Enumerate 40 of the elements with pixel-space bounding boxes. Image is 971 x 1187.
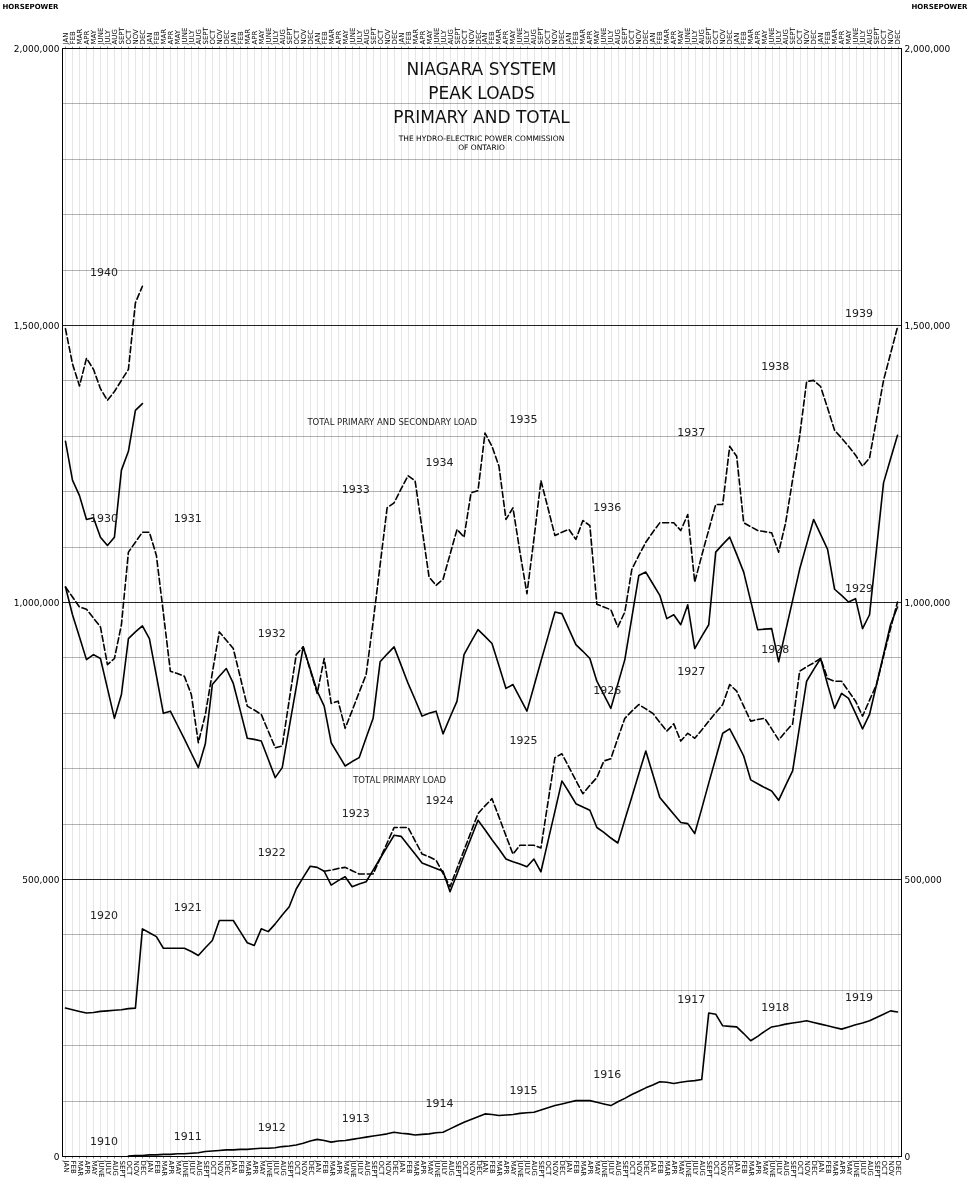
annotation: 1935	[509, 413, 538, 427]
annotation: 1921	[173, 900, 202, 914]
annotation: 1916	[593, 1067, 622, 1081]
annotation: 1914	[425, 1096, 454, 1110]
annotation: 1923	[341, 807, 370, 821]
series-label: TOTAL PRIMARY AND SECONDARY LOAD	[306, 417, 478, 428]
annotation: 1934	[425, 455, 454, 469]
annotation: 1922	[257, 846, 286, 860]
y-tick-label: 2,000,000	[13, 43, 60, 54]
annotation: 1919	[845, 990, 874, 1004]
annotation: 1933	[341, 482, 370, 496]
y-tick-label: 1,500,000	[13, 320, 60, 331]
annotation: 1936	[593, 500, 622, 514]
y-tick-label: 500,000	[22, 874, 60, 885]
annotation: 1913	[341, 1112, 370, 1126]
annotation: 1912	[257, 1121, 286, 1135]
annotation: 1918	[761, 1000, 790, 1014]
annotation: 1932	[257, 626, 286, 640]
annotation: 1939	[845, 307, 874, 321]
series-label: TOTAL PRIMARY LOAD	[352, 774, 447, 785]
text: NIAGARA SYSTEM PEAK LOADS PRIMARY AND TOTAL	[393, 58, 571, 127]
y2-tick-label: 0	[904, 1151, 911, 1162]
annotation: 1920	[89, 908, 118, 922]
annotation: 1924	[425, 793, 454, 807]
annotation: 1927	[677, 664, 706, 678]
y2-tick-label: 1,500,000	[904, 320, 951, 331]
annotation: 1915	[509, 1083, 538, 1097]
annotation: 1911	[173, 1129, 202, 1143]
annotation: 1938	[761, 360, 790, 374]
annotation: 1931	[173, 512, 202, 526]
y-tick-label: 1,000,000	[13, 597, 60, 608]
y2-tick-label: 1,000,000	[904, 597, 951, 608]
y2-tick-label: 500,000	[904, 874, 942, 885]
y2-tick-label: 2,000,000	[904, 43, 951, 54]
y-tick-label: 0	[53, 1151, 60, 1162]
annotation: 1925	[509, 733, 538, 747]
annotation: 1917	[677, 993, 706, 1007]
annotation: 1937	[677, 426, 706, 440]
annotation: 1940	[89, 266, 118, 280]
annotation: 1910	[89, 1135, 118, 1149]
